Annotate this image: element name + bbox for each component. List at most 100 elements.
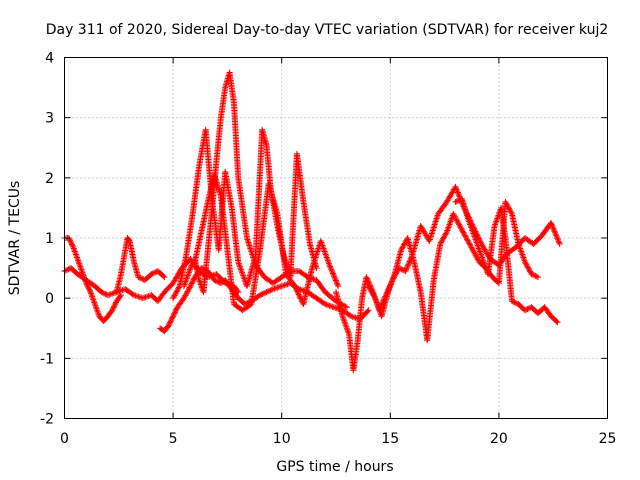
- data-point: [548, 221, 555, 228]
- data-point: [364, 276, 371, 283]
- data-point: [531, 272, 538, 279]
- data-point: [297, 294, 304, 301]
- y-tick-label: 4: [45, 51, 54, 67]
- data-point: [146, 292, 153, 299]
- data-point: [332, 277, 339, 284]
- data-point: [454, 188, 461, 195]
- data-point: [62, 267, 69, 274]
- data-point: [398, 247, 405, 254]
- data-point: [188, 280, 195, 287]
- data-point: [160, 273, 167, 280]
- data-point: [68, 240, 75, 247]
- data-point: [168, 315, 175, 322]
- data-point: [365, 307, 372, 314]
- x-tick-label: 20: [490, 431, 508, 447]
- data-point: [369, 289, 376, 296]
- data-point: [328, 266, 335, 273]
- data-point: [136, 274, 143, 281]
- data-point: [549, 222, 556, 229]
- data-point: [101, 290, 108, 297]
- data-point: [348, 313, 355, 320]
- data-point: [503, 201, 510, 208]
- data-point: [323, 301, 330, 308]
- data-point: [106, 291, 113, 298]
- data-point: [144, 293, 151, 300]
- data-point: [552, 231, 559, 238]
- data-point: [454, 189, 461, 196]
- x-tick-label: 0: [60, 431, 69, 447]
- data-point: [471, 249, 478, 256]
- data-point: [406, 259, 413, 266]
- data-point: [526, 267, 533, 274]
- data-point: [330, 271, 337, 278]
- data-point: [555, 238, 562, 245]
- data-point: [281, 282, 288, 289]
- data-point: [521, 307, 528, 314]
- data-point: [460, 229, 467, 236]
- data-point: [510, 298, 517, 305]
- data-point: [66, 236, 73, 243]
- data-point: [456, 221, 463, 228]
- data-point: [172, 289, 179, 296]
- data-point: [469, 247, 476, 254]
- data-point: [190, 276, 197, 283]
- data-point: [181, 293, 188, 300]
- data-point: [64, 266, 71, 273]
- data-point: [440, 235, 447, 242]
- x-tick-label: 25: [599, 431, 617, 447]
- data-points: [61, 69, 563, 374]
- data-point: [404, 263, 411, 270]
- data-point: [67, 238, 74, 245]
- data-point: [533, 273, 540, 280]
- data-point: [172, 308, 179, 315]
- data-point: [401, 241, 408, 248]
- data-point: [132, 292, 139, 299]
- data-point: [507, 208, 514, 215]
- data-point: [397, 265, 404, 272]
- data-point: [398, 245, 405, 252]
- data-point: [548, 219, 555, 226]
- data-point: [298, 287, 305, 294]
- data-point: [458, 226, 465, 233]
- data-point: [133, 293, 140, 300]
- data-point: [335, 283, 342, 290]
- data-point: [330, 304, 337, 311]
- y-tick-label: -2: [40, 412, 54, 428]
- data-point: [266, 287, 273, 294]
- data-point: [505, 204, 512, 211]
- x-tick-label: 10: [273, 431, 291, 447]
- data-point: [295, 291, 302, 298]
- data-point: [523, 306, 530, 313]
- data-point: [171, 292, 178, 299]
- series-sat-g: [191, 171, 342, 314]
- series-sat-i: [365, 198, 541, 344]
- data-point: [139, 295, 146, 302]
- data-point: [368, 288, 375, 295]
- data-point: [524, 264, 531, 271]
- data-point: [524, 263, 531, 270]
- data-point: [259, 290, 266, 297]
- data-point: [175, 284, 182, 291]
- data-point: [453, 217, 460, 224]
- data-point: [534, 274, 541, 281]
- data-point: [343, 304, 350, 311]
- data-point: [349, 313, 356, 320]
- data-point: [438, 238, 445, 245]
- data-point: [183, 291, 190, 298]
- data-point: [528, 271, 535, 278]
- data-point: [187, 265, 194, 272]
- data-point: [512, 299, 519, 306]
- series-sat-b: [61, 235, 124, 325]
- data-point: [440, 234, 447, 241]
- series-sat-h: [333, 183, 563, 374]
- data-point: [322, 301, 329, 308]
- data-point: [136, 294, 143, 301]
- data-point: [453, 185, 460, 192]
- data-point: [437, 241, 444, 248]
- data-point: [454, 218, 461, 225]
- data-point: [180, 295, 187, 302]
- data-point: [173, 288, 180, 295]
- data-point: [268, 286, 275, 293]
- data-point: [369, 291, 376, 298]
- data-point: [295, 290, 302, 297]
